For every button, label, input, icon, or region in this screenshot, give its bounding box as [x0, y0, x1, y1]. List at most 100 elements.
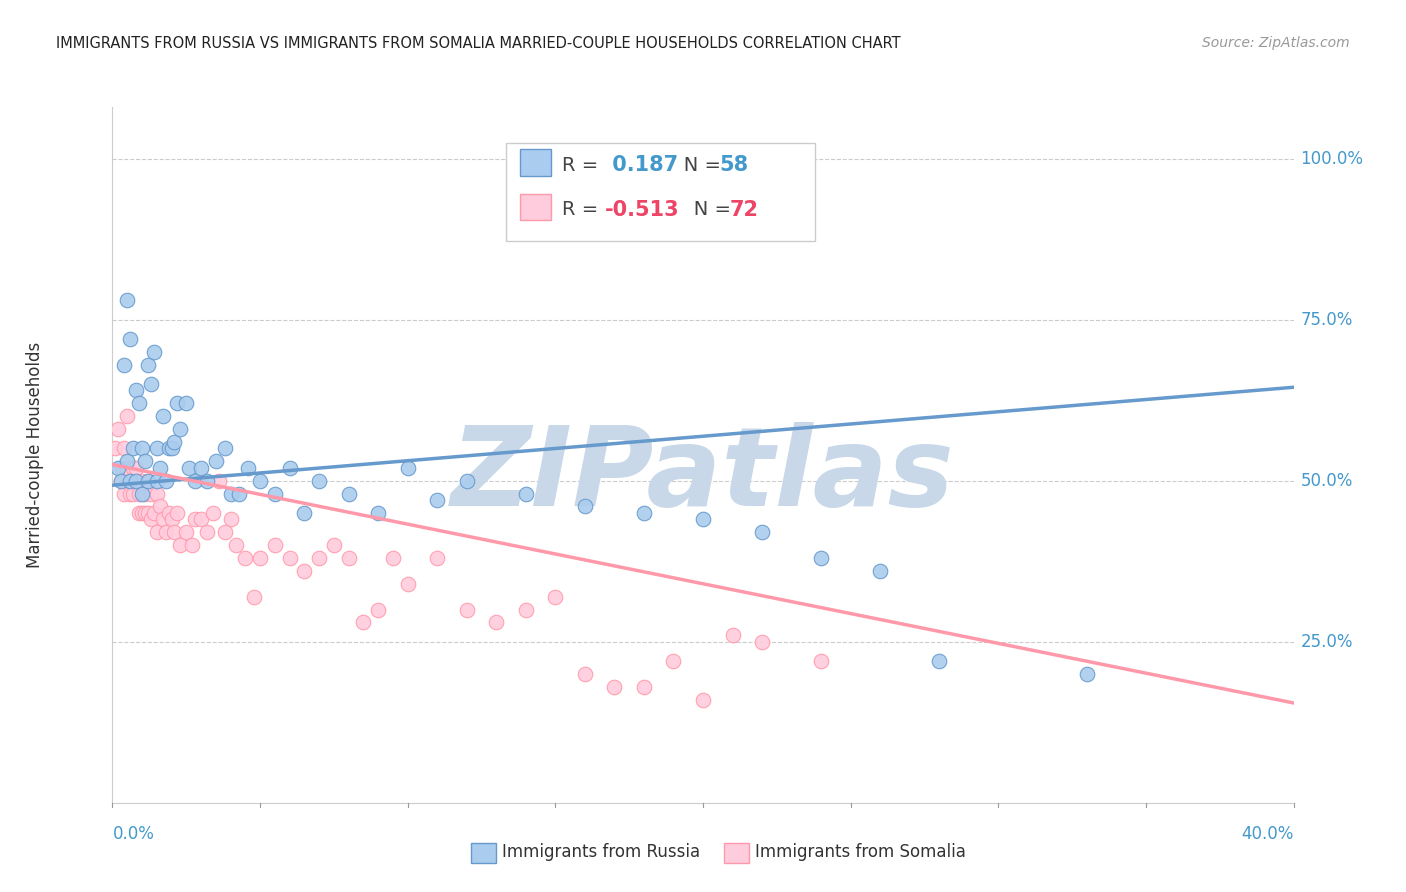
- Text: Immigrants from Somalia: Immigrants from Somalia: [755, 843, 966, 861]
- Point: [146, 525, 169, 540]
- Text: 72: 72: [730, 200, 759, 219]
- Point: [131, 442, 153, 456]
- Text: Married-couple Households: Married-couple Households: [27, 342, 44, 568]
- Point: [146, 442, 169, 456]
- Point: [308, 474, 330, 488]
- Point: [134, 506, 156, 520]
- Point: [125, 474, 148, 488]
- Point: [166, 396, 188, 410]
- Point: [110, 474, 132, 488]
- Point: [292, 564, 315, 578]
- Point: [201, 506, 224, 520]
- Point: [869, 564, 891, 578]
- Point: [456, 602, 478, 616]
- Point: [367, 602, 389, 616]
- Point: [169, 538, 191, 552]
- Point: [157, 506, 180, 520]
- Point: [146, 486, 169, 500]
- Point: [228, 486, 250, 500]
- Point: [574, 500, 596, 514]
- Text: R =: R =: [562, 200, 605, 219]
- Point: [243, 590, 266, 604]
- Point: [152, 409, 174, 424]
- Point: [426, 551, 449, 566]
- Point: [160, 512, 183, 526]
- Point: [117, 460, 138, 475]
- Point: [633, 506, 655, 520]
- Point: [149, 460, 172, 475]
- Point: [117, 454, 138, 468]
- Text: N =: N =: [675, 200, 737, 219]
- Point: [174, 396, 197, 410]
- Point: [692, 512, 714, 526]
- Text: 75.0%: 75.0%: [1301, 310, 1353, 328]
- Point: [208, 474, 231, 488]
- Point: [219, 486, 242, 500]
- Point: [174, 525, 197, 540]
- Point: [249, 474, 271, 488]
- Text: ZIPatlas: ZIPatlas: [451, 422, 955, 529]
- Point: [155, 525, 177, 540]
- Point: [278, 551, 301, 566]
- Text: -0.513: -0.513: [605, 200, 679, 219]
- Point: [136, 474, 159, 488]
- Point: [107, 460, 129, 475]
- Point: [107, 422, 129, 436]
- Point: [122, 460, 145, 475]
- Point: [155, 474, 177, 488]
- Point: [184, 474, 207, 488]
- Point: [367, 506, 389, 520]
- Point: [205, 454, 228, 468]
- Point: [292, 506, 315, 520]
- Text: 50.0%: 50.0%: [1301, 472, 1353, 490]
- Point: [249, 551, 271, 566]
- Point: [146, 474, 169, 488]
- Point: [120, 332, 142, 346]
- Point: [136, 474, 159, 488]
- Point: [157, 442, 180, 456]
- Point: [163, 435, 186, 450]
- Point: [485, 615, 508, 630]
- Text: Immigrants from Russia: Immigrants from Russia: [502, 843, 700, 861]
- Point: [810, 551, 832, 566]
- Point: [112, 442, 135, 456]
- Point: [928, 654, 950, 668]
- Point: [128, 396, 150, 410]
- Point: [131, 486, 153, 500]
- Point: [456, 474, 478, 488]
- Point: [112, 486, 135, 500]
- Point: [721, 628, 744, 642]
- Text: 25.0%: 25.0%: [1301, 632, 1353, 651]
- Point: [238, 460, 260, 475]
- Point: [112, 358, 135, 372]
- Point: [117, 293, 138, 308]
- Point: [233, 551, 256, 566]
- Point: [751, 525, 773, 540]
- Point: [125, 460, 148, 475]
- Text: 58: 58: [720, 155, 749, 175]
- Point: [264, 538, 287, 552]
- Point: [120, 486, 142, 500]
- Point: [190, 512, 212, 526]
- Point: [662, 654, 685, 668]
- Point: [117, 409, 138, 424]
- Point: [396, 576, 419, 591]
- Point: [110, 460, 132, 475]
- Point: [131, 474, 153, 488]
- Point: [122, 486, 145, 500]
- Point: [169, 422, 191, 436]
- Point: [337, 551, 360, 566]
- Point: [264, 486, 287, 500]
- Point: [120, 474, 142, 488]
- Text: 40.0%: 40.0%: [1241, 825, 1294, 843]
- Point: [125, 474, 148, 488]
- Point: [219, 512, 242, 526]
- Point: [139, 377, 162, 392]
- Point: [122, 442, 145, 456]
- Point: [120, 474, 142, 488]
- Point: [308, 551, 330, 566]
- Point: [131, 506, 153, 520]
- Point: [125, 384, 148, 398]
- Point: [225, 538, 247, 552]
- Point: [396, 460, 419, 475]
